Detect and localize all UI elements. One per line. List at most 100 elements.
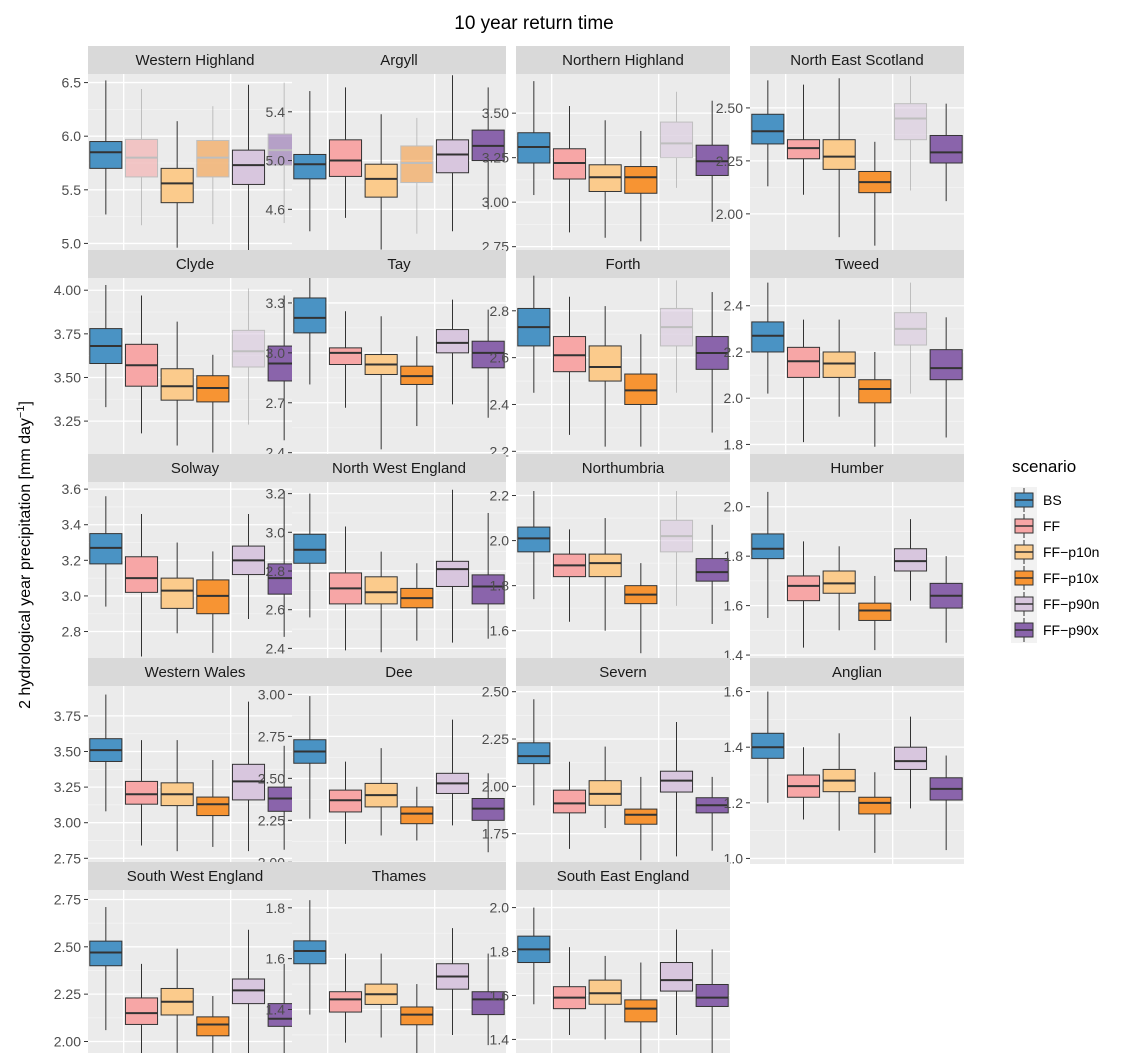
y-tick-label: 1.6 xyxy=(724,684,744,700)
box-ff xyxy=(328,526,363,651)
panel-strip xyxy=(292,250,506,278)
y-tick-label: 1.4 xyxy=(266,1002,286,1018)
y-tick-label: 6.5 xyxy=(62,75,82,91)
box-body xyxy=(231,149,266,185)
box-ff-p90x xyxy=(695,776,729,851)
panel-strip xyxy=(750,46,964,74)
box-ff-p10x xyxy=(196,760,230,847)
box-ff-p10n xyxy=(822,319,856,417)
y-tick-label: 3.3 xyxy=(266,295,286,311)
box-ff-p10x xyxy=(400,336,434,427)
legend-entry-ff-p90n: FF−p90n xyxy=(1011,591,1099,617)
y-tick-label: 2.50 xyxy=(482,684,509,700)
box-bs xyxy=(293,278,327,385)
y-tick-label: 2.0 xyxy=(724,390,744,406)
box-ff-p10n xyxy=(160,321,194,446)
box-body xyxy=(751,321,785,353)
panel-tweed: Tweed 1.8 2.0 2.2 2.4 xyxy=(724,250,964,456)
box-body xyxy=(858,379,892,404)
box-ff-p10x xyxy=(196,551,230,653)
box-bs xyxy=(293,91,327,232)
box-body xyxy=(124,997,159,1025)
box-body xyxy=(328,139,363,177)
y-tick-label: 3.25 xyxy=(482,150,509,166)
box-ff xyxy=(124,89,159,226)
box-body xyxy=(893,103,928,141)
panel-title: Solway xyxy=(171,460,220,477)
box-ff-p10x xyxy=(858,575,892,651)
box-ff xyxy=(124,963,159,1053)
facet-panels: Western Highland 5.0 5.5 6.0 6.5 Argyll 4.6 5.0… xyxy=(54,46,964,1053)
box-ff xyxy=(328,953,363,1043)
box-body xyxy=(552,336,587,373)
y-tick-label: 1.4 xyxy=(490,1031,510,1047)
box-ff-p90n xyxy=(231,84,266,251)
y-tick-label: 1.8 xyxy=(490,944,510,960)
box-body xyxy=(893,548,928,572)
y-tick-label: 3.50 xyxy=(54,744,81,760)
y-tick-label: 2.2 xyxy=(490,488,510,504)
y-tick-label: 3.25 xyxy=(54,413,81,429)
box-body xyxy=(751,113,785,145)
y-tick-label: 2.50 xyxy=(258,770,285,786)
box-body xyxy=(196,1016,230,1037)
y-axis-label-end: ] xyxy=(17,401,34,405)
box-ff xyxy=(786,747,821,820)
y-tick-label: 4.6 xyxy=(266,201,286,217)
y-tick-label: 2.0 xyxy=(490,900,510,916)
box-body xyxy=(435,560,470,587)
box-body xyxy=(293,940,327,965)
box-ff-p10n xyxy=(160,740,194,852)
y-tick-label: 2.8 xyxy=(62,624,82,640)
y-tick-label: 2.75 xyxy=(54,891,81,907)
box-ff-p90x xyxy=(929,556,963,643)
panel-south-east-england: South East England 1.4 1.6 1.8 2.0 xyxy=(490,862,730,1053)
y-tick-label: 2.25 xyxy=(716,153,743,169)
box-body xyxy=(196,139,230,178)
panel-clyde: Clyde 3.25 3.50 3.75 4.00 xyxy=(54,250,302,456)
box-bs xyxy=(517,907,551,1005)
box-ff-p10x xyxy=(400,786,434,841)
legend-entry-bs: BS xyxy=(1011,487,1062,513)
box-ff-p10x xyxy=(858,351,892,447)
panel-title: Argyll xyxy=(380,52,418,69)
y-tick-label: 2.7 xyxy=(266,395,286,411)
y-axis-label: 2 hydrological year precipitation [mm da… xyxy=(15,401,34,709)
panel-northumbria: Northumbria 1.6 1.8 2.0 2.2 xyxy=(490,454,730,660)
box-ff-p10n xyxy=(588,746,622,829)
panel-severn: Severn 1.75 2.00 2.25 2.50 xyxy=(482,658,730,864)
box-bs xyxy=(751,691,785,803)
box-ff-p90n xyxy=(893,716,928,809)
y-tick-label: 3.0 xyxy=(62,588,82,604)
panel-strip xyxy=(88,250,302,278)
box-ff-p10n xyxy=(822,733,856,831)
box-bs xyxy=(517,81,551,196)
box-body xyxy=(822,351,856,378)
y-tick-label: 3.0 xyxy=(266,524,286,540)
box-ff xyxy=(124,740,159,846)
box-ff xyxy=(786,319,821,443)
y-tick-label: 2.8 xyxy=(266,563,286,579)
box-bs xyxy=(751,282,785,394)
box-ff-p10x xyxy=(196,106,230,225)
panel-north-east-scotland: North East Scotland 2.00 2.25 2.50 xyxy=(716,46,964,252)
panel-title: Severn xyxy=(599,664,647,681)
panel-title: Tay xyxy=(387,256,411,273)
panel-title: Tweed xyxy=(835,256,879,273)
chart-title: 10 year return time xyxy=(454,13,613,34)
panel-title: South East England xyxy=(557,868,690,885)
y-tick-label: 2.0 xyxy=(724,499,744,515)
box-body xyxy=(893,746,928,770)
box-ff xyxy=(328,87,363,218)
legend-label: FF−p90n xyxy=(1043,596,1099,612)
panel-strip xyxy=(292,658,506,686)
y-tick-label: 2.25 xyxy=(258,812,285,828)
box-ff-p90n xyxy=(231,701,266,852)
box-ff xyxy=(786,84,821,195)
box-body xyxy=(588,979,622,1005)
box-ff-p10n xyxy=(822,78,856,238)
box-body xyxy=(435,329,470,354)
box-ff xyxy=(552,529,587,622)
